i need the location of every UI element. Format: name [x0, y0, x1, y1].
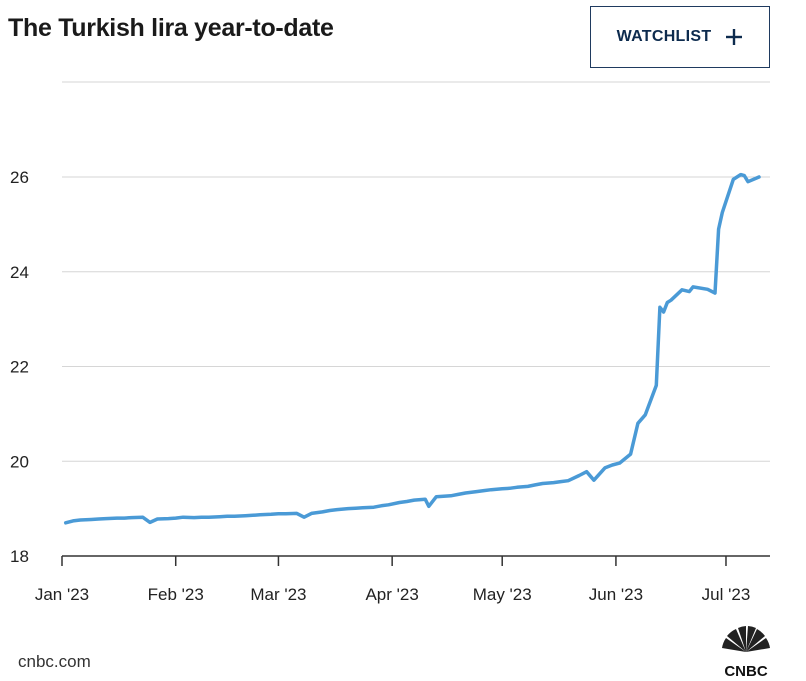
y-tick-label: 20 — [10, 452, 29, 471]
series-line — [63, 172, 761, 525]
x-axis-ticks: Jan '23 Feb '23 Mar '23 Apr '23 May '23 Jun '… — [35, 556, 750, 604]
x-tick-label: Mar '23 — [250, 585, 306, 604]
chart-title: The Turkish lira year-to-date — [8, 14, 334, 42]
y-tick-label: 24 — [10, 263, 29, 282]
y-tick-label: 22 — [10, 358, 29, 377]
x-tick-label: Jun '23 — [589, 585, 643, 604]
x-tick-label: Feb '23 — [148, 585, 204, 604]
plus-icon — [726, 29, 743, 45]
y-tick-label: 26 — [10, 168, 29, 187]
grid-lines — [62, 81, 770, 557]
watchlist-button[interactable]: WATCHLIST — [590, 6, 770, 68]
x-tick-label: Apr '23 — [365, 585, 418, 604]
x-tick-label: Jan '23 — [35, 585, 89, 604]
peacock-icon — [722, 626, 770, 652]
cnbc-logo: CNBC — [722, 626, 770, 678]
source-label: cnbc.com — [18, 652, 91, 671]
y-axis-ticks: 18 20 22 24 26 — [10, 168, 29, 566]
y-tick-label: 18 — [10, 547, 29, 566]
x-tick-label: Jul '23 — [702, 585, 751, 604]
line-chart: 18 20 22 24 26 Jan '23 Feb '23 Mar '23 Apr '23 M… — [10, 81, 770, 604]
watchlist-label: WATCHLIST — [616, 28, 712, 45]
x-tick-label: May '23 — [473, 585, 532, 604]
logo-wordmark: CNBC — [724, 663, 767, 678]
